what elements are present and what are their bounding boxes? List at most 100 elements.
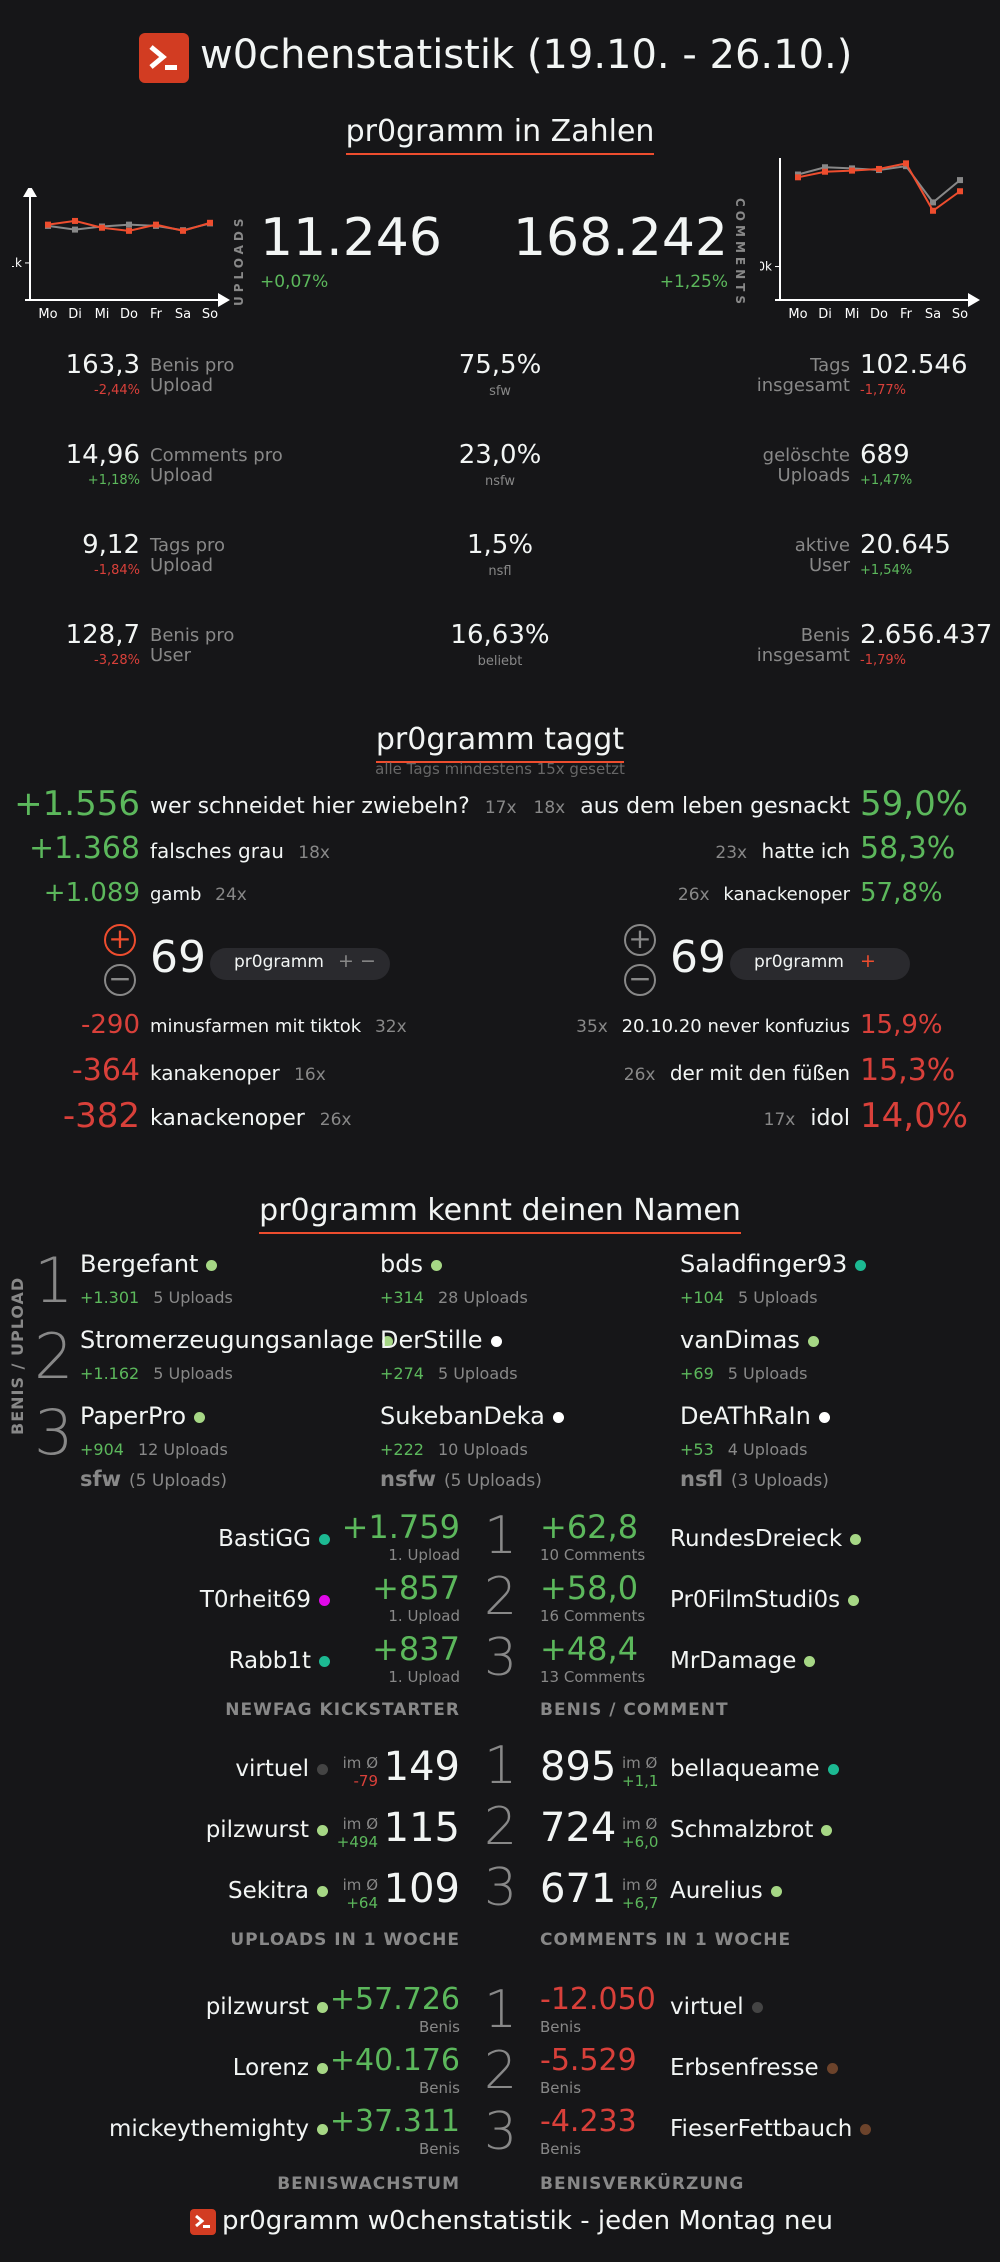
avg-label: im Ø	[342, 1815, 378, 1833]
y-tick-label: 10k	[760, 260, 772, 274]
stat-value: 163,3	[65, 350, 140, 380]
stat-value: 2.656.437	[860, 620, 993, 650]
vote-count-right: 69	[670, 932, 726, 983]
data-point	[207, 219, 213, 226]
user-name[interactable]: bellaqueame	[670, 1756, 839, 1782]
user-name[interactable]: MrDamage	[670, 1648, 816, 1674]
page-title: w0chenstatistik (19.10. - 26.10.)	[200, 32, 853, 78]
downvote-icon[interactable]: −	[104, 964, 136, 996]
stat-label: gelöschte	[762, 445, 850, 466]
stat-change: +1,47%	[860, 473, 913, 488]
upvote-icon[interactable]: +	[104, 924, 136, 956]
share-value: 16,63%	[450, 620, 550, 650]
user-name[interactable]: Sekitra	[228, 1878, 328, 1904]
user-score: +274 5 Uploads	[380, 1364, 518, 1383]
data-point	[126, 221, 132, 228]
user-name[interactable]: mickeythemighty	[109, 2116, 328, 2142]
avg-value: +6,0	[622, 1833, 659, 1851]
user-name[interactable]: Stromerzeugungsanlage	[80, 1326, 393, 1354]
user-level-dot	[848, 1595, 860, 1606]
data-point	[849, 167, 855, 174]
upvote-icon-right[interactable]: +	[624, 924, 656, 956]
section-title-namen: pr0gramm kennt deinen Namen	[0, 0, 1000, 1234]
user-name[interactable]: DeAThRaIn	[680, 1402, 830, 1430]
stat-value: 689	[860, 440, 910, 470]
user-name[interactable]: T0rheit69	[200, 1587, 330, 1613]
tag-count: 26x	[319, 1110, 352, 1130]
user-level-dot	[317, 2002, 328, 2013]
user-sub: 1. Upload	[388, 1607, 460, 1625]
comments-label: COMMENTS	[733, 198, 747, 308]
avg-label: im Ø	[342, 1754, 378, 1772]
user-name[interactable]: virtuel	[235, 1756, 328, 1782]
user-name[interactable]: RundesDreieck	[670, 1526, 862, 1552]
x-tick-label: Fr	[900, 307, 913, 322]
user-level-dot	[804, 1656, 816, 1667]
tag-count: 16x	[294, 1065, 326, 1085]
x-axis-arrow	[218, 293, 230, 307]
x-tick-label: Di	[818, 307, 832, 322]
rank-number: 1	[484, 1736, 518, 1796]
rank-number: 3	[484, 2102, 518, 2162]
user-name[interactable]: vanDimas	[680, 1326, 819, 1354]
board-caption: BENIS / COMMENT	[540, 1700, 729, 1720]
user-score: +1.759	[341, 1508, 460, 1546]
stat-change: -3,28%	[94, 653, 140, 668]
user-name[interactable]: pilzwurst	[206, 1994, 328, 2020]
downvote-icon-right[interactable]: −	[624, 964, 656, 996]
prompt-icon-small	[195, 2214, 210, 2228]
user-name[interactable]: Pr0FilmStudi0s	[670, 1587, 860, 1613]
user-name[interactable]: Aurelius	[670, 1878, 782, 1904]
footer-logo	[190, 2209, 216, 2235]
stat-change: -1,77%	[860, 383, 906, 398]
tag-pill-left-plus[interactable]: +	[338, 950, 354, 972]
user-name[interactable]: pilzwurst	[206, 1817, 328, 1843]
user-sub: Benis	[540, 2079, 582, 2097]
stat-value: 102.546	[860, 350, 968, 380]
footer-text: pr0gramm w0chenstatistik - jeden Montag …	[222, 2206, 833, 2236]
avg-label: im Ø	[342, 1876, 378, 1894]
data-point	[72, 217, 78, 224]
user-score: +58,0	[540, 1569, 639, 1607]
user-name[interactable]: virtuel	[670, 1994, 763, 2020]
data-point	[930, 207, 936, 214]
user-sub: Benis	[418, 2018, 460, 2036]
user-name[interactable]: Rabb1t	[229, 1648, 330, 1674]
user-score: +857	[372, 1569, 460, 1607]
data-point	[72, 226, 78, 233]
user-name[interactable]: FieserFettbauch	[670, 2116, 872, 2142]
benis-upload-side-label: BENIS / UPLOAD	[8, 1276, 27, 1435]
user-name[interactable]: Bergefant	[80, 1250, 218, 1278]
user-name[interactable]: SukebanDeka	[380, 1402, 564, 1430]
user-name[interactable]: Erbsenfresse	[670, 2055, 838, 2081]
user-name[interactable]: Saladfinger93	[680, 1250, 867, 1278]
avg-value: +494	[336, 1833, 378, 1851]
user-name[interactable]: PaperPro	[80, 1402, 206, 1430]
user-score: +314 28 Uploads	[380, 1288, 528, 1307]
stat-change: -1,84%	[94, 563, 140, 578]
user-name[interactable]: BastiGG	[218, 1526, 330, 1552]
uploads-chart: 1k Mo Di Mi Do Fr Sa So	[12, 188, 230, 322]
user-name[interactable]: bds	[380, 1250, 442, 1278]
user-name[interactable]: DerStille	[380, 1326, 502, 1354]
stat-value: 20.645	[860, 530, 951, 560]
vote-count-left: 69	[150, 932, 206, 983]
share-label: nsfw	[485, 474, 515, 489]
user-name[interactable]: Schmalzbrot	[670, 1817, 833, 1843]
user-name[interactable]: Lorenz	[233, 2055, 328, 2081]
user-score: +57.726	[329, 1982, 460, 2017]
tag-count: 18x	[533, 798, 566, 818]
tag-count: 18x	[298, 843, 330, 863]
stat-label: Comments pro	[150, 445, 283, 466]
data-point	[99, 224, 105, 231]
user-score: +62,8	[540, 1508, 639, 1546]
taggt-subtitle: alle Tags mindestens 15x gesetzt	[375, 760, 625, 778]
tag-pill-right-plus[interactable]: +	[860, 950, 876, 972]
tag-pill-left-minus[interactable]: −	[360, 950, 376, 972]
avg-value: +1,1	[622, 1772, 659, 1790]
stat-label: Upload	[150, 555, 214, 576]
user-score: +40.176	[329, 2043, 460, 2078]
board-caption: NEWFAG KICKSTARTER	[225, 1700, 460, 1720]
tag-name: kanackenoper 26x	[150, 1106, 352, 1131]
x-axis-arrow	[968, 293, 980, 307]
